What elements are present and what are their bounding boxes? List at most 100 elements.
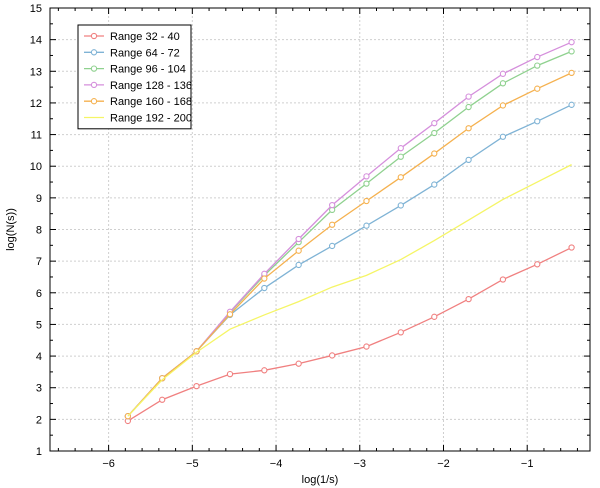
data-point	[499, 276, 507, 283]
y-tick-label: 8	[36, 225, 42, 237]
legend-label: Range 64 - 72	[110, 47, 180, 59]
data-point	[465, 295, 472, 303]
data-point	[397, 174, 404, 181]
data-point	[261, 275, 268, 282]
series-1	[124, 244, 575, 425]
data-point	[363, 197, 370, 205]
y-tick-label: 2	[36, 414, 42, 426]
data-point	[568, 69, 575, 77]
legend-box	[77, 24, 192, 130]
y-tick-label: 9	[36, 193, 42, 205]
legend-marker	[90, 32, 98, 40]
data-point	[465, 125, 472, 132]
data-point	[159, 396, 166, 403]
data-point	[431, 313, 438, 320]
data-point	[226, 311, 234, 318]
data-point	[295, 360, 302, 367]
data-point	[328, 221, 336, 228]
x-tick-label: −6	[102, 458, 115, 470]
series-layer	[124, 39, 575, 425]
data-point	[295, 261, 302, 269]
data-point	[568, 48, 575, 55]
data-point	[397, 145, 404, 152]
data-point	[363, 222, 370, 229]
legend-item: Range 160 - 168	[84, 96, 192, 108]
series-5	[124, 69, 575, 420]
y-tick-label: 15	[30, 3, 42, 15]
data-point	[534, 85, 541, 92]
data-point	[363, 173, 370, 180]
data-point	[499, 133, 507, 140]
legend-item: Range 32 - 40	[84, 31, 180, 43]
data-point	[534, 62, 541, 69]
data-point	[499, 102, 507, 109]
series-line	[127, 104, 572, 417]
y-tick-label: 6	[36, 288, 42, 300]
data-point	[465, 156, 472, 164]
y-tick-label: 3	[36, 383, 42, 395]
data-point	[568, 39, 575, 46]
legend-item: Range 96 - 104	[84, 64, 186, 76]
legend-marker	[90, 81, 98, 89]
legend: Range 32 - 40 Range 64 - 72 Range 96 - 104…	[77, 24, 192, 130]
data-point	[568, 244, 575, 251]
data-point	[328, 352, 336, 359]
data-point	[534, 118, 541, 125]
legend-label: Range 96 - 104	[110, 64, 186, 76]
data-point	[534, 261, 541, 268]
data-point	[568, 101, 575, 108]
legend-label: Range 192 - 200	[110, 113, 192, 125]
y-tick-label: 5	[36, 319, 42, 331]
data-point	[328, 201, 336, 209]
data-point	[226, 370, 234, 378]
data-point	[431, 181, 438, 188]
series-6	[127, 164, 572, 417]
y-tick-label: 7	[36, 256, 42, 268]
y-tick-label: 4	[36, 351, 42, 363]
y-axis-label: log(N(s))	[5, 208, 17, 251]
data-point	[193, 382, 200, 390]
data-point	[363, 180, 370, 187]
series-line	[127, 246, 572, 422]
data-point	[261, 284, 268, 292]
data-point	[499, 70, 507, 77]
data-point	[431, 150, 438, 157]
y-tick-label: 13	[30, 66, 42, 78]
legend-marker	[90, 65, 98, 72]
data-point	[431, 129, 438, 137]
x-tick-label: −4	[270, 458, 283, 470]
legend-marker	[90, 49, 98, 56]
data-point	[363, 343, 370, 350]
x-tick-label: −1	[521, 458, 534, 470]
x-tick-label: −3	[353, 458, 366, 470]
series-line	[127, 72, 572, 417]
y-tick-label: 11	[31, 130, 42, 142]
legend-item: Range 192 - 200	[84, 113, 192, 125]
x-axis-label: log(1/s)	[302, 474, 339, 486]
legend-label: Range 128 - 136	[110, 80, 192, 92]
x-tick-label: −5	[186, 458, 199, 470]
data-point	[397, 202, 404, 209]
x-tick-label: −2	[437, 458, 450, 470]
data-point	[465, 93, 472, 100]
data-point	[328, 242, 336, 250]
legend-label: Range 32 - 40	[110, 31, 180, 43]
legend-marker	[90, 98, 98, 105]
data-point	[431, 120, 438, 127]
data-point	[534, 53, 541, 61]
series-line	[127, 164, 572, 417]
legend-item: Range 128 - 136	[84, 80, 192, 92]
legend-item: Range 64 - 72	[84, 47, 180, 59]
data-point	[465, 103, 472, 111]
y-tick-label: 10	[30, 161, 42, 173]
data-point	[295, 247, 302, 254]
data-point	[261, 367, 268, 374]
data-point	[397, 153, 404, 160]
data-point	[295, 235, 302, 243]
grid	[50, 7, 590, 452]
y-tick-label: 12	[30, 98, 42, 110]
data-point	[499, 80, 507, 87]
y-tick-label: 14	[30, 35, 42, 47]
